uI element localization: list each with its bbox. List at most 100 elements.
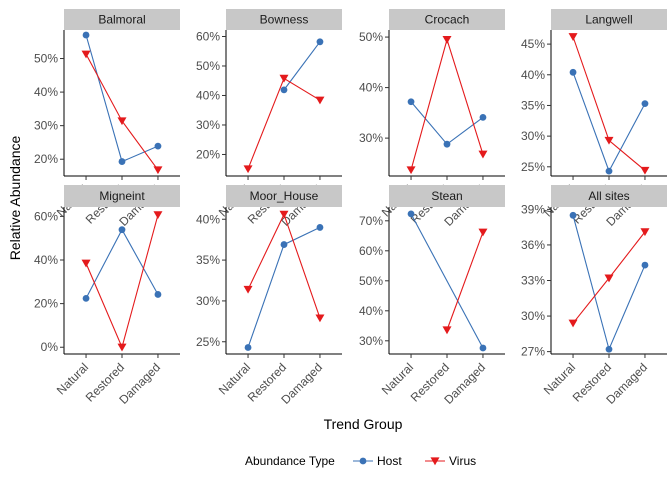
legend-entry-label: Host xyxy=(377,454,402,468)
virus-point xyxy=(315,314,325,323)
facet-title: Stean xyxy=(431,189,462,203)
y-tick-label: 40% xyxy=(34,253,58,267)
legend-virus-marker xyxy=(430,457,440,466)
legend-entry-label: Virus xyxy=(449,454,476,468)
virus-point xyxy=(640,166,650,175)
host-point xyxy=(316,38,324,46)
facet-strip xyxy=(551,185,667,207)
y-tick-label: 40% xyxy=(34,85,58,99)
host-point xyxy=(479,344,487,352)
facet-panel: Migneint0%20%40%60%NaturalRestoredDamage… xyxy=(34,185,180,407)
host-point xyxy=(605,167,613,175)
facet-title: Moor_House xyxy=(250,189,319,203)
host-point xyxy=(118,158,126,165)
virus-point xyxy=(153,166,163,175)
y-tick-label: 40% xyxy=(521,68,545,82)
legend-host-marker xyxy=(359,457,367,465)
host-point xyxy=(118,226,126,234)
host-point xyxy=(154,291,162,298)
y-tick-label: 45% xyxy=(521,37,545,51)
y-tick-label: 33% xyxy=(521,274,545,288)
host-point xyxy=(280,86,288,94)
y-tick-label: 70% xyxy=(359,214,383,228)
y-tick-label: 40% xyxy=(196,212,220,226)
host-line xyxy=(283,41,321,91)
facet-title: Bowness xyxy=(260,13,309,27)
y-tick-label: 30% xyxy=(34,119,58,133)
y-tick-label: 20% xyxy=(196,147,220,161)
y-tick-label: 20% xyxy=(34,297,58,311)
host-line xyxy=(410,101,484,145)
host-point xyxy=(605,345,613,353)
y-tick-label: 40% xyxy=(359,81,383,95)
y-tick-label: 30% xyxy=(196,294,220,308)
virus-point xyxy=(279,210,289,219)
y-axis-title: Relative Abundance xyxy=(7,136,23,261)
facet-title: All sites xyxy=(588,189,629,203)
facet-strip xyxy=(226,9,342,30)
host-point xyxy=(443,140,451,148)
virus-point xyxy=(315,96,325,105)
host-line xyxy=(410,213,484,349)
y-tick-label: 0% xyxy=(41,340,59,354)
virus-point xyxy=(478,150,488,159)
host-point xyxy=(82,294,90,302)
y-tick-label: 60% xyxy=(196,29,220,43)
facet-panel: All sites27%30%33%36%39%NaturalRestoredD… xyxy=(521,185,667,407)
facet-title: Crocach xyxy=(425,13,470,27)
virus-point xyxy=(640,228,650,237)
y-tick-label: 60% xyxy=(359,244,383,258)
virus-point xyxy=(568,33,578,41)
facet-strip xyxy=(551,9,667,30)
virus-point xyxy=(153,211,163,220)
virus-line xyxy=(446,232,484,331)
y-tick-label: 27% xyxy=(521,345,545,359)
host-line xyxy=(572,72,646,173)
y-tick-label: 60% xyxy=(34,209,58,223)
virus-point xyxy=(442,326,452,335)
host-point xyxy=(479,113,487,121)
virus-point xyxy=(442,35,452,44)
virus-line xyxy=(85,214,159,349)
host-point xyxy=(407,210,415,218)
host-point xyxy=(316,224,324,231)
facet-strip xyxy=(226,185,342,207)
facet-strip xyxy=(389,9,505,30)
virus-point xyxy=(117,117,127,126)
y-tick-label: 35% xyxy=(521,98,545,112)
virus-point xyxy=(243,165,253,174)
facet-title: Balmoral xyxy=(98,13,145,27)
facet-strip xyxy=(64,185,180,207)
y-tick-label: 25% xyxy=(196,335,220,349)
y-tick-label: 50% xyxy=(196,59,220,73)
y-tick-label: 40% xyxy=(359,304,383,318)
host-point xyxy=(407,98,415,106)
virus-point xyxy=(604,274,614,283)
virus-point xyxy=(406,166,416,175)
host-point xyxy=(280,241,288,248)
virus-point xyxy=(117,343,127,352)
host-point xyxy=(244,344,252,351)
facet-panels: Balmoral20%30%40%50%NaturalRestoredDamag… xyxy=(34,9,667,407)
y-tick-label: 50% xyxy=(359,30,383,44)
facet-title: Migneint xyxy=(99,189,145,203)
facet-panel: Moor_House25%30%35%40%NaturalRestoredDam… xyxy=(196,185,342,407)
y-tick-label: 40% xyxy=(196,88,220,102)
virus-line xyxy=(247,212,321,319)
host-line xyxy=(85,34,159,163)
y-tick-label: 35% xyxy=(196,253,220,267)
virus-point xyxy=(81,259,91,268)
virus-point xyxy=(568,319,578,328)
host-point xyxy=(641,100,649,108)
virus-point xyxy=(81,50,91,59)
host-point xyxy=(82,31,90,39)
facet-strip xyxy=(389,185,505,207)
virus-point xyxy=(279,74,289,83)
host-point xyxy=(154,142,162,150)
y-tick-label: 25% xyxy=(521,160,545,174)
y-tick-label: 50% xyxy=(359,274,383,288)
virus-point xyxy=(243,285,253,294)
virus-line xyxy=(410,37,484,171)
virus-point xyxy=(604,136,614,145)
